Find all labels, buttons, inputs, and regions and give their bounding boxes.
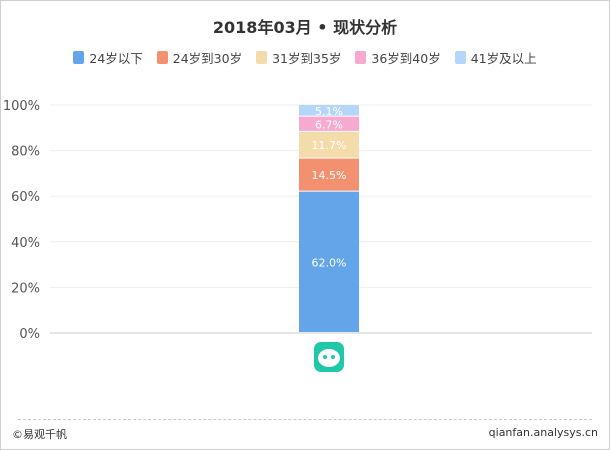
chart-title: 2018年03月 • 现状分析: [212, 18, 398, 37]
footer-copyright: ©易观千帆: [12, 428, 67, 441]
legend: 24岁以下 24岁到30岁 31岁到35岁 36岁到40岁 41岁及以上: [0, 48, 610, 67]
data-label: 14.5%: [312, 169, 347, 182]
legend-item-under-24[interactable]: 24岁以下: [73, 48, 143, 67]
bar-segment: [299, 191, 359, 332]
bar-segment: [299, 131, 359, 158]
data-label: 6.7%: [315, 118, 343, 131]
y-tick-label: 20%: [11, 281, 40, 296]
legend-swatch: [73, 51, 85, 64]
y-tick-label: 100%: [3, 99, 40, 114]
legend-swatch: [454, 51, 466, 64]
legend-swatch: [156, 51, 168, 64]
icon-face-shape: [318, 349, 340, 367]
legend-label: 36岁到40岁: [371, 51, 441, 66]
data-label: 62.0%: [312, 256, 347, 269]
legend-item-24-30[interactable]: 24岁到30岁: [156, 48, 243, 67]
legend-item-36-40[interactable]: 36岁到40岁: [355, 48, 441, 67]
legend-swatch: [355, 51, 367, 64]
y-tick-label: 60%: [11, 190, 40, 205]
data-label: 5.1%: [315, 105, 343, 118]
y-tick-label: 40%: [11, 236, 40, 251]
y-tick-label: 0%: [19, 327, 40, 342]
legend-label: 31岁到35岁: [272, 51, 342, 66]
footer-source: qianfan.analysys.cn: [488, 426, 598, 439]
legend-label: 24岁以下: [89, 51, 143, 66]
data-label: 11.7%: [312, 139, 347, 152]
legend-label: 24岁到30岁: [172, 51, 243, 66]
bar-segment: [299, 105, 359, 116]
legend-item-41-plus[interactable]: 41岁及以上: [454, 48, 537, 67]
bar-segment: [299, 116, 359, 131]
icon-eye: [323, 355, 327, 359]
bar-segment: [299, 158, 359, 191]
legend-swatch: [256, 51, 268, 64]
footer-divider: [18, 419, 592, 420]
y-tick-label: 80%: [11, 145, 40, 160]
icon-eye: [331, 355, 335, 359]
legend-label: 41岁及以上: [470, 51, 537, 66]
legend-item-31-35[interactable]: 31岁到35岁: [256, 48, 341, 67]
